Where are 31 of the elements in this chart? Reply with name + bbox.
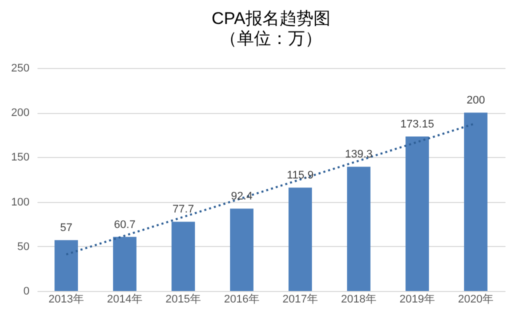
data-label: 57 (60, 222, 72, 234)
bar (406, 136, 429, 291)
x-tick-label: 2019年 (400, 294, 435, 306)
bar (54, 240, 78, 291)
x-tick-label: 2015年 (166, 294, 201, 306)
x-tick-label: 2018年 (341, 294, 376, 306)
y-tick-label: 100 (11, 196, 30, 208)
y-tick-label: 150 (11, 152, 30, 164)
data-label: 77.7 (172, 204, 194, 216)
data-label: 139.3 (344, 148, 373, 161)
bar (288, 188, 312, 291)
y-tick-label: 50 (17, 240, 30, 253)
bar (230, 208, 254, 291)
bar (347, 166, 370, 291)
y-tick-label: 200 (11, 107, 30, 120)
data-label: 60.7 (114, 218, 136, 231)
x-tick-label: 2016年 (224, 294, 260, 306)
x-tick-label: 2013年 (48, 294, 84, 306)
y-tick-label: 250 (11, 62, 30, 74)
bar (113, 236, 136, 291)
y-tick-label: 0 (23, 286, 30, 298)
x-tick-label: 2014年 (107, 294, 142, 306)
bar (172, 222, 195, 291)
x-tick-label: 2020年 (458, 294, 494, 306)
data-label: 200 (466, 94, 485, 107)
data-label: 173.15 (400, 118, 434, 131)
bar (464, 112, 488, 291)
x-tick-label: 2017年 (282, 294, 318, 306)
chart-title: CPA报名趋势图 (212, 9, 330, 28)
chart-subtitle: （单位：万） (220, 29, 322, 48)
data-label: 115.9 (286, 170, 314, 182)
